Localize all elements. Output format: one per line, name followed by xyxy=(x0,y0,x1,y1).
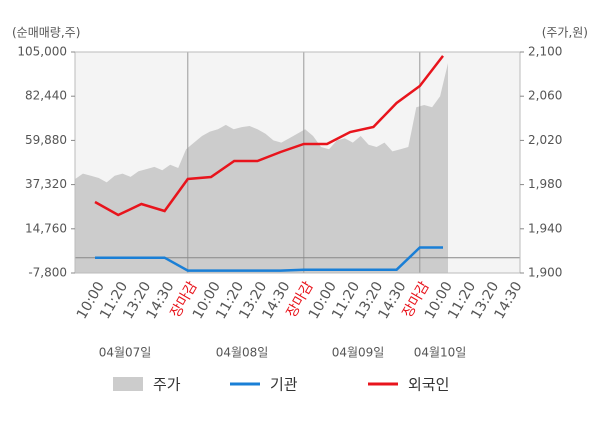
date-label: 04월07일 xyxy=(99,346,152,360)
y2-tick-label: 2,100 xyxy=(528,45,562,59)
y2-tick-label: 1,940 xyxy=(528,221,562,235)
y-tick-label: 14,760 xyxy=(25,221,67,235)
series-line xyxy=(95,246,443,272)
legend-label: 주가 xyxy=(153,376,181,394)
y2-tick-label: 2,060 xyxy=(528,89,562,103)
plot-frame xyxy=(74,51,521,274)
y-tick-label: 105,000 xyxy=(17,45,67,59)
y-tick-label: 59,880 xyxy=(25,133,67,147)
y2-axis-title: (주가,원) xyxy=(542,26,588,40)
series-line xyxy=(94,55,444,217)
y-tick-label: 82,440 xyxy=(25,89,67,103)
y-axis-title: (순매매량,주) xyxy=(12,26,80,40)
y-tick-label: 37,320 xyxy=(25,177,67,191)
legend-label: 기관 xyxy=(270,376,298,394)
price-area xyxy=(75,63,448,273)
legend-label: 외국인 xyxy=(408,376,449,394)
date-label: 04월08일 xyxy=(216,346,269,360)
legend-swatch xyxy=(113,377,143,391)
date-label: 04월10일 xyxy=(414,346,467,360)
date-label: 04월09일 xyxy=(332,346,385,360)
y-tick-label: -7,800 xyxy=(28,266,67,280)
y2-tick-label: 2,020 xyxy=(528,133,562,147)
y2-tick-label: 1,900 xyxy=(528,266,562,280)
y2-tick-label: 1,980 xyxy=(528,177,562,191)
